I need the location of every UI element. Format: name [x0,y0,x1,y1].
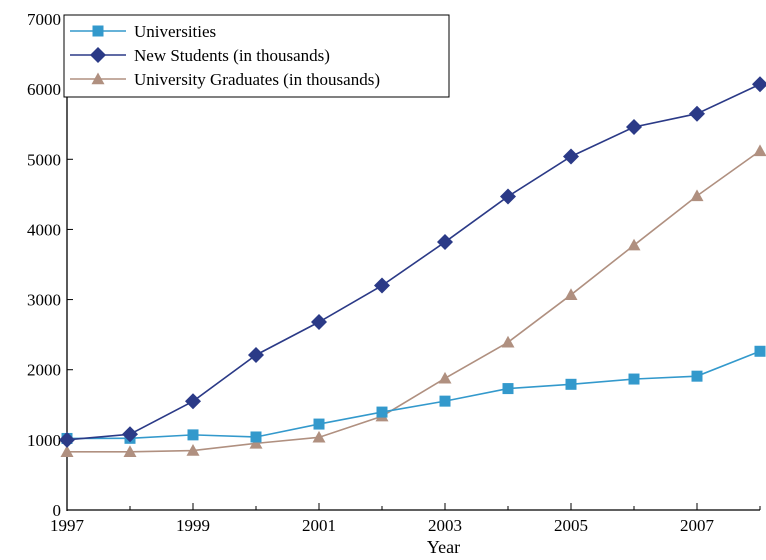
x-tick-label: 1997 [50,516,85,535]
data-point-universities [251,431,262,442]
data-point-new-students-in-thousands [626,119,642,135]
data-point-universities [503,383,514,394]
x-tick-label: 1999 [176,516,210,535]
data-point-new-students-in-thousands [248,347,264,363]
y-tick-label: 3000 [27,291,61,310]
data-point-new-students-in-thousands [185,393,201,409]
data-point-universities [188,429,199,440]
x-tick-label: 2001 [302,516,336,535]
data-point-new-students-in-thousands [689,106,705,122]
y-tick-label: 5000 [27,150,61,169]
data-point-new-students-in-thousands [122,426,138,442]
data-point-university-graduates-in-thousands [628,239,641,251]
legend-marker-universities [93,26,104,37]
legend-label-universities: Universities [134,22,216,41]
data-point-university-graduates-in-thousands [754,144,766,156]
data-point-university-graduates-in-thousands [502,336,515,348]
series-line-universities [67,351,760,438]
data-point-universities [377,407,388,418]
data-point-universities [755,346,766,357]
y-tick-label: 6000 [27,80,61,99]
data-point-university-graduates-in-thousands [691,189,704,201]
legend-label-university-graduates-in-thousands: University Graduates (in thousands) [134,70,380,89]
data-point-universities [629,374,640,385]
y-tick-label: 7000 [27,10,61,29]
y-tick-label: 2000 [27,361,61,380]
data-point-new-students-in-thousands [374,278,390,294]
data-point-university-graduates-in-thousands [565,288,578,300]
data-point-universities [314,419,325,430]
y-tick-label: 1000 [27,431,61,450]
data-point-new-students-in-thousands [500,188,516,204]
x-tick-label: 2007 [680,516,715,535]
data-point-new-students-in-thousands [311,314,327,330]
x-axis-title: Year [427,537,460,555]
x-tick-label: 2003 [428,516,462,535]
legend-label-new-students-in-thousands: New Students (in thousands) [134,46,330,65]
data-point-new-students-in-thousands [59,432,75,448]
series-line-new-students-in-thousands [67,84,760,440]
data-point-new-students-in-thousands [563,148,579,164]
x-tick-label: 2005 [554,516,588,535]
data-point-universities [440,396,451,407]
y-tick-label: 4000 [27,220,61,239]
data-point-universities [692,371,703,382]
data-point-new-students-in-thousands [437,234,453,250]
data-point-university-graduates-in-thousands [313,431,326,443]
data-point-university-graduates-in-thousands [439,372,452,384]
data-point-universities [566,379,577,390]
data-point-new-students-in-thousands [752,76,766,92]
